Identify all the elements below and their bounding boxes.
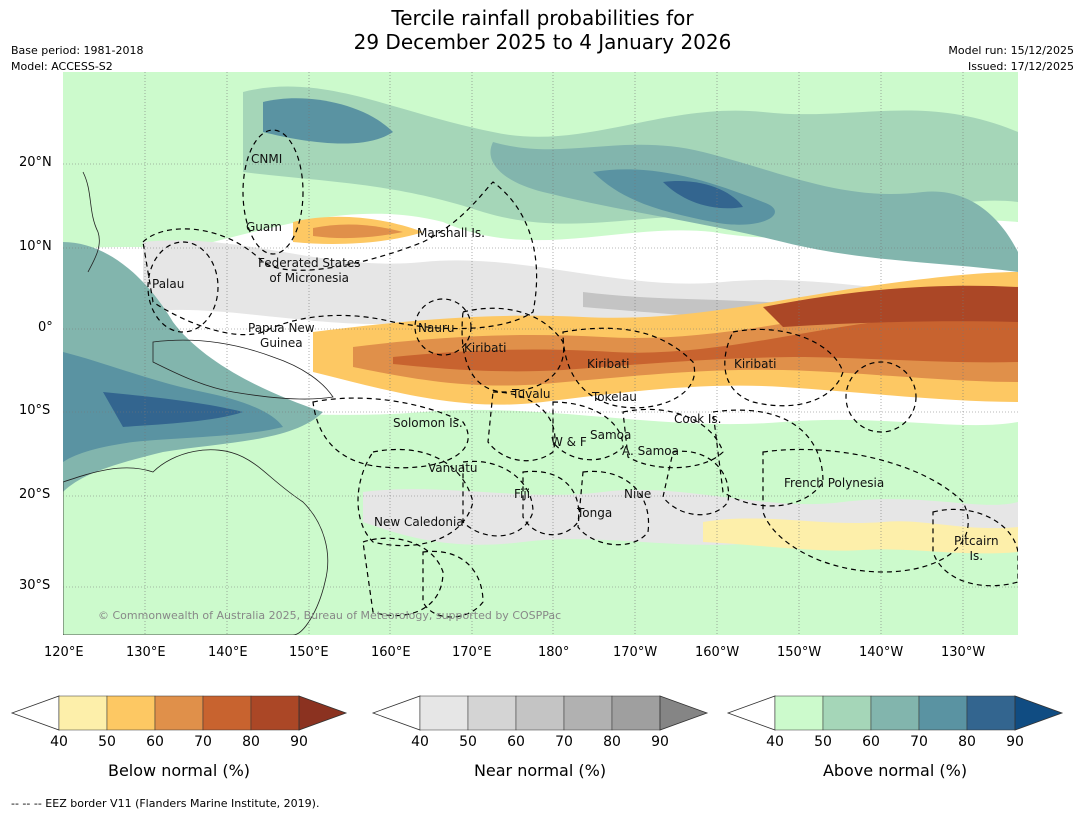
australia-landmass [63, 449, 329, 635]
lon-label-130e: 130°E [126, 645, 166, 660]
lon-label-150w: 150°W [777, 645, 822, 660]
lon-label-140w: 140°W [859, 645, 904, 660]
title-line-1: Tercile rainfall probabilities for [391, 6, 694, 30]
model-name: Model: ACCESS-S2 [11, 60, 113, 73]
below-normal-band-equatorial-strongest [763, 285, 1018, 327]
lon-label-130w: 130°W [941, 645, 986, 660]
map-canvas [63, 72, 1018, 635]
lat-label-20s: 20°S [19, 487, 51, 502]
near-tick-60: 60 [507, 734, 525, 750]
lon-label-170e: 170°E [452, 645, 492, 660]
copyright-notice: © Commonwealth of Australia 2025, Bureau… [98, 609, 562, 622]
philippines-landmass [82, 171, 100, 273]
below-tick-80: 80 [242, 734, 260, 750]
colorbar-label-below: Below normal (%) [107, 761, 251, 780]
colorbar-below-normal [10, 695, 348, 731]
below-tick-90: 90 [290, 734, 308, 750]
near-tick-70: 70 [555, 734, 573, 750]
region-label-vanuatu: Vanuatu [428, 461, 478, 475]
region-label-kiribati-west: Kiribati [464, 341, 507, 355]
above-tick-80: 80 [958, 734, 976, 750]
model-run: Model run: 15/12/2025 [948, 44, 1074, 57]
eez-borders [142, 129, 1018, 618]
lon-label-120e: 120°E [44, 645, 84, 660]
below-tick-50: 50 [98, 734, 116, 750]
above-normal-band-nw [263, 98, 393, 144]
region-label-fiji: Fiji [514, 487, 531, 501]
lat-label-0: 0° [38, 320, 53, 335]
above-tick-60: 60 [862, 734, 880, 750]
eez-footnote: -- -- -- EEZ border V11 (Flanders Marine… [11, 797, 320, 810]
colorbars [10, 695, 1064, 731]
lon-label-150e: 150°E [289, 645, 329, 660]
region-label-kiribati-central: Kiribati [587, 357, 630, 371]
region-label-kiribati-east: Kiribati [734, 357, 777, 371]
lon-label-160w: 160°W [695, 645, 740, 660]
title-line-2: 29 December 2025 to 4 January 2026 [353, 30, 732, 54]
above-tick-40: 40 [766, 734, 784, 750]
region-label-png: Papua New Guinea [248, 321, 315, 350]
below-normal-band-micronesia-core [313, 224, 403, 239]
near-tick-40: 40 [411, 734, 429, 750]
region-label-solomon-is: Solomon Is. [393, 416, 463, 430]
region-label-guam: Guam [246, 220, 282, 234]
new-guinea-landmass [152, 339, 334, 400]
gridlines [63, 72, 1018, 635]
colorbar-near-normal [371, 695, 709, 731]
lon-label-140e: 140°E [208, 645, 248, 660]
region-label-niue: Niue [624, 487, 652, 501]
region-label-pitcairn-is: Pitcairn Is. [954, 534, 999, 563]
region-label-palau: Palau [152, 277, 185, 291]
base-period: Base period: 1981-2018 [11, 44, 144, 57]
below-normal-band-equatorial-strong [393, 312, 1018, 372]
issued-date: Issued: 17/12/2025 [967, 60, 1074, 73]
below-normal-patches-south [703, 518, 1018, 554]
above-normal-field-west-strongest [103, 392, 243, 427]
region-label-cook-is: Cook Is. [674, 412, 722, 426]
region-label-tuvalu: Tuvalu [512, 387, 551, 401]
lat-label-30s: 30°S [19, 578, 51, 593]
region-label-micronesia: Federated States of Micronesia [258, 256, 361, 285]
region-label-tonga: Tonga [577, 506, 613, 520]
colorbar-label-near: Near normal (%) [473, 761, 607, 780]
lat-label-20n: 20°N [19, 155, 52, 170]
above-tick-90: 90 [1006, 734, 1024, 750]
near-tick-90: 90 [651, 734, 669, 750]
below-tick-40: 40 [50, 734, 68, 750]
forecast-map: CNMI Guam Marshall Is. Federated States … [63, 72, 1018, 635]
above-tick-70: 70 [910, 734, 928, 750]
lat-label-10s: 10°S [19, 403, 51, 418]
region-label-american-samoa: A. Samoa [622, 444, 679, 458]
below-tick-60: 60 [146, 734, 164, 750]
above-tick-50: 50 [814, 734, 832, 750]
colorbar-label-above: Above normal (%) [822, 761, 968, 780]
region-label-new-caledonia: New Caledonia [374, 515, 464, 529]
above-normal-band-north-strongest [663, 181, 743, 209]
lon-label-170w: 170°W [613, 645, 658, 660]
region-label-nauru: Nauru [418, 321, 455, 335]
map-title: Tercile rainfall probabilities for 29 De… [0, 6, 1085, 54]
region-label-samoa: Samoa [590, 428, 632, 442]
region-label-marshall-is: Marshall Is. [417, 226, 485, 240]
below-tick-70: 70 [194, 734, 212, 750]
near-tick-50: 50 [459, 734, 477, 750]
region-label-cnmi: CNMI [251, 152, 283, 166]
near-tick-80: 80 [603, 734, 621, 750]
region-label-wallis-futuna: W & F [551, 435, 587, 449]
lat-label-10n: 10°N [19, 239, 52, 254]
lon-label-160e: 160°E [371, 645, 411, 660]
colorbar-above-normal [726, 695, 1064, 731]
region-label-french-polynesia: French Polynesia [784, 476, 885, 490]
region-label-tokelau: Tokelau [592, 390, 637, 404]
lon-label-180: 180° [538, 645, 570, 660]
